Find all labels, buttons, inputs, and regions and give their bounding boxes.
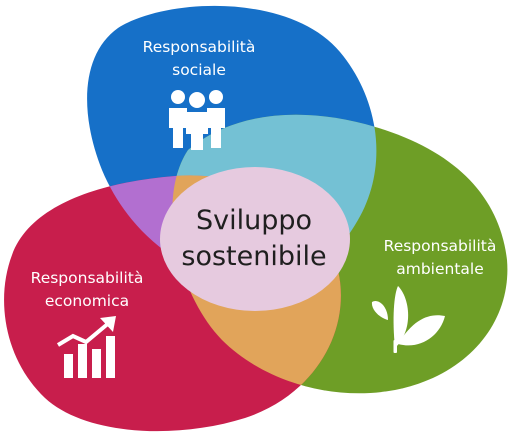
center-title-line2: sostenibile xyxy=(181,241,326,272)
environmental-label-line2: ambientale xyxy=(396,260,484,278)
economic-label-line1: Responsabilità xyxy=(31,269,144,287)
social-label-line1: Responsabilità xyxy=(143,38,256,56)
people-icon xyxy=(169,90,225,150)
center-title-line1: Sviluppo xyxy=(196,205,312,236)
environmental-label-line1: Responsabilità xyxy=(384,237,497,255)
growth-chart-icon xyxy=(56,316,116,378)
center-overlap xyxy=(160,167,350,311)
economic-label-line2: economica xyxy=(45,292,129,310)
social-label-line2: sociale xyxy=(172,61,226,79)
leaf-icon xyxy=(371,286,445,353)
